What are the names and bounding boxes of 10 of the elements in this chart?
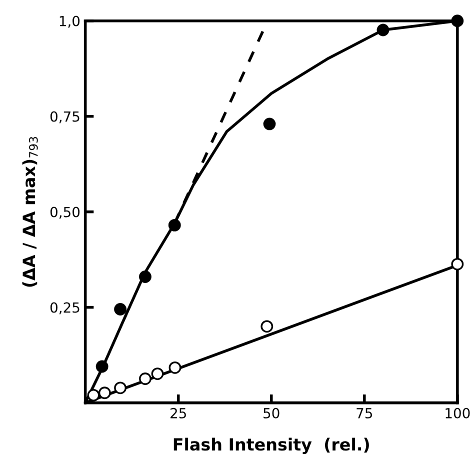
x-tick-label: 100 <box>446 408 470 418</box>
x-tick-label: 25 <box>170 408 186 418</box>
x-axis-title: Flash Intensity (rel.) <box>174 438 369 454</box>
x-tick-label: 50 <box>264 408 280 418</box>
y-axis-title: (ΔA / ΔA max)$_{793}$ <box>22 136 38 287</box>
y-tick-label: 0,25 <box>50 302 80 314</box>
y-tick-label: 0,50 <box>50 206 80 219</box>
x-tick-label: 75 <box>356 408 372 418</box>
y-tick-label: 1,0 <box>60 16 80 28</box>
y-tick-label: 0,75 <box>50 111 80 124</box>
